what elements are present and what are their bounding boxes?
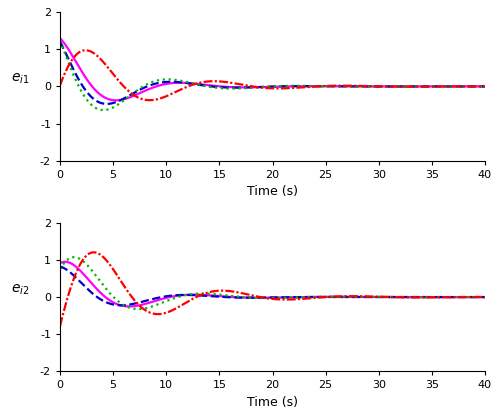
Y-axis label: $e_{i1}$: $e_{i1}$ xyxy=(11,72,30,86)
Y-axis label: $e_{i2}$: $e_{i2}$ xyxy=(11,283,30,297)
X-axis label: Time (s): Time (s) xyxy=(247,396,298,408)
X-axis label: Time (s): Time (s) xyxy=(247,185,298,198)
